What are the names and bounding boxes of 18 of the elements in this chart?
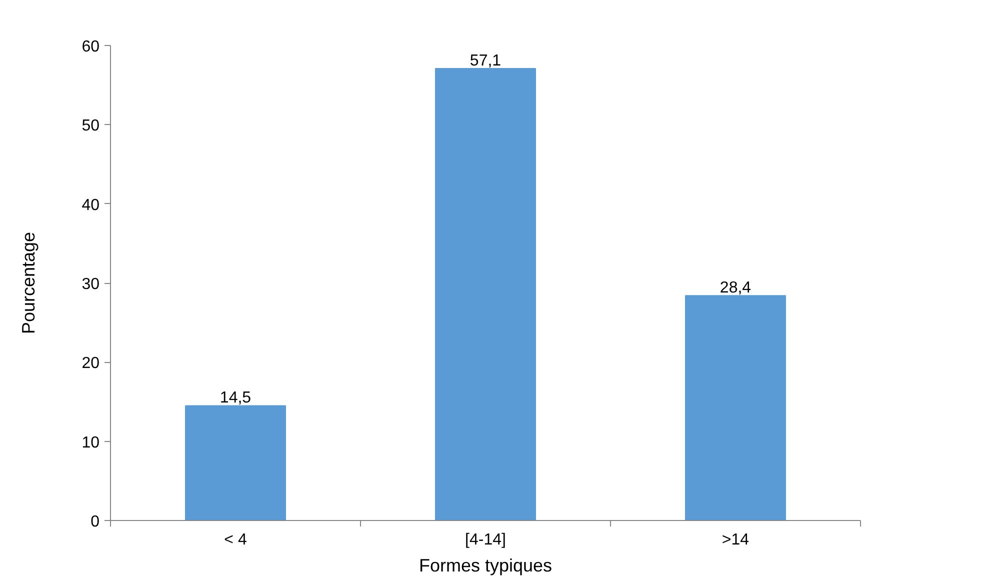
x-axis-title: Formes typiques	[418, 556, 552, 576]
data-label: 57,1	[470, 52, 502, 70]
y-tick-label: 20	[82, 355, 100, 372]
y-tick-label: 40	[82, 196, 100, 214]
y-tick-label: 30	[82, 276, 100, 293]
y-tick-label: 60	[82, 38, 100, 56]
x-tick-label: >14	[722, 532, 750, 548]
x-tick-label: [4-14]	[465, 532, 506, 548]
bar	[435, 68, 536, 520]
bar	[185, 405, 286, 520]
y-axis-title: Pourcentage	[18, 232, 39, 334]
bar	[685, 295, 786, 520]
y-tick-label: 50	[82, 118, 100, 135]
data-label: 14,5	[220, 390, 252, 407]
data-label: 28,4	[720, 280, 752, 297]
y-tick-label: 10	[82, 434, 100, 452]
x-tick-label: < 4	[224, 532, 247, 548]
y-tick-label: 0	[90, 514, 100, 530]
